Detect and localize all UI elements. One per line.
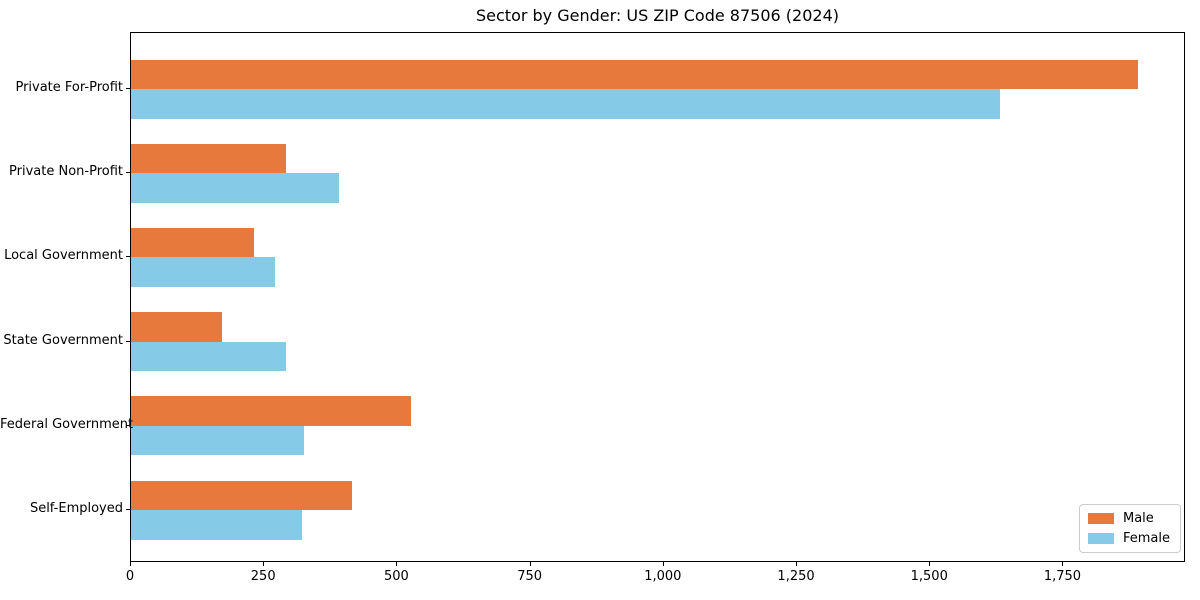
ytick-mark-local-government [126, 256, 130, 258]
bar-female-self-employed [131, 510, 302, 540]
xtick-label-1000: 1,000 [644, 569, 682, 584]
legend-label-male: Male [1122, 511, 1154, 526]
ytick-label-state-government: State Government [3, 332, 123, 348]
xtick-mark-1750 [1062, 562, 1064, 566]
xtick-label-250: 250 [250, 569, 276, 584]
bar-male-private-non-profit [131, 143, 286, 174]
ytick-mark-private-non-profit [126, 172, 130, 174]
bar-female-federal-government [131, 425, 305, 456]
bar-male-local-government [131, 227, 254, 258]
ytick-label-local-government: Local Government [4, 248, 123, 264]
xtick-mark-750 [529, 562, 531, 566]
legend: Male Female [1078, 504, 1181, 553]
ytick-label-private-non-profit: Private Non-Profit [9, 164, 123, 180]
chart-title: Sector by Gender: US ZIP Code 87506 (202… [476, 6, 839, 25]
xtick-mark-500 [396, 562, 398, 566]
legend-item-female: Female [1087, 531, 1170, 546]
legend-item-male: Male [1087, 511, 1170, 526]
xtick-label-750: 750 [517, 569, 543, 584]
bar-female-state-government [131, 341, 286, 372]
ytick-label-self-employed: Self-Employed [29, 501, 123, 516]
xtick-label-0: 0 [125, 569, 135, 584]
ytick-label-private-for-profit: Private For-Profit [15, 80, 123, 95]
legend-swatch-male [1087, 513, 1114, 524]
legend-label-female: Female [1122, 531, 1170, 546]
bar-male-self-employed [131, 480, 353, 510]
bar-female-private-for-profit [131, 89, 1000, 119]
bar-male-private-for-profit [131, 59, 1139, 89]
xtick-label-1750: 1,750 [1043, 569, 1082, 584]
xtick-mark-1000 [662, 562, 664, 566]
legend-swatch-female [1087, 533, 1114, 544]
ytick-mark-state-government [126, 340, 130, 342]
bar-male-federal-government [131, 396, 411, 426]
ytick-mark-private-for-profit [126, 88, 130, 89]
xtick-label-1250: 1,250 [777, 569, 815, 584]
bar-female-local-government [131, 257, 275, 287]
xtick-mark-250 [263, 562, 265, 566]
xtick-label-500: 500 [383, 569, 409, 584]
bar-female-private-non-profit [131, 173, 339, 203]
ytick-mark-federal-government [126, 424, 130, 426]
bar-male-state-government [131, 312, 222, 342]
ytick-label-federal-government: Federal Government [0, 416, 134, 432]
xtick-mark-1500 [929, 562, 931, 566]
xtick-mark-0 [130, 562, 131, 566]
plot-area [130, 32, 1185, 562]
ytick-mark-self-employed [126, 509, 130, 510]
xtick-mark-1250 [796, 562, 798, 566]
xtick-label-1500: 1,500 [910, 569, 948, 584]
